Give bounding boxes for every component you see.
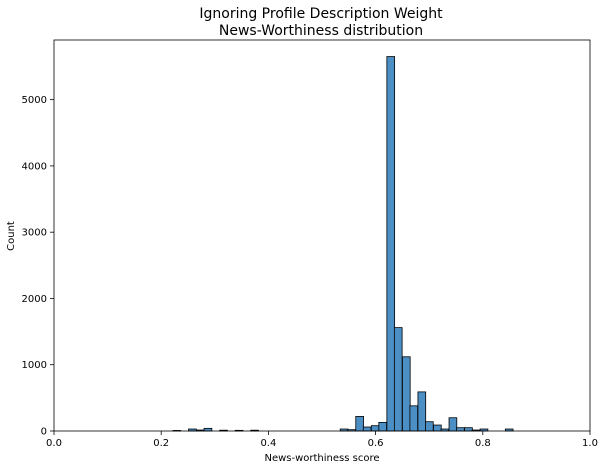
y-tick-label: 0 xyxy=(41,427,47,438)
x-tick-label: 0.2 xyxy=(153,438,169,449)
histogram-bar xyxy=(370,425,380,432)
histogram-bar xyxy=(425,421,434,432)
histogram-bar xyxy=(393,327,403,432)
bars-group xyxy=(172,56,514,432)
histogram-bar xyxy=(355,416,364,432)
y-tick-label: 4000 xyxy=(22,161,47,172)
chart-title-line2: News-Worthiness distribution xyxy=(219,23,423,39)
histogram-bar xyxy=(456,427,465,432)
x-tick-label: 0.8 xyxy=(475,438,491,449)
x-axis-label: News-worthiness score xyxy=(264,453,379,464)
plot-frame xyxy=(53,39,591,432)
y-axis-label: Count xyxy=(6,221,17,251)
y-tick-label: 5000 xyxy=(22,95,47,106)
x-tick-label: 0.6 xyxy=(368,438,384,449)
x-tick-label: 0.4 xyxy=(260,438,276,449)
y-tick-label: 3000 xyxy=(22,228,47,239)
histogram-bar xyxy=(386,56,396,432)
histogram-bar xyxy=(401,356,411,432)
chart-title-line1: Ignoring Profile Description Weight xyxy=(199,6,443,22)
histogram-bar xyxy=(433,424,442,432)
x-tick-label: 0.0 xyxy=(46,438,62,449)
y-tick-label: 2000 xyxy=(22,294,47,305)
y-axis-ticks: 0 1000 2000 3000 4000 5000 xyxy=(22,95,54,438)
histogram-bar xyxy=(417,391,427,432)
histogram-bar xyxy=(464,427,473,432)
histogram-bar xyxy=(378,421,387,432)
histogram-bar xyxy=(362,426,372,432)
histogram-bar xyxy=(448,417,458,432)
x-tick-label: 1.0 xyxy=(582,438,598,449)
x-axis-ticks: 0.0 0.2 0.4 0.6 0.8 1.0 xyxy=(46,431,598,449)
y-tick-label: 1000 xyxy=(22,360,47,371)
histogram-bar xyxy=(409,405,419,432)
